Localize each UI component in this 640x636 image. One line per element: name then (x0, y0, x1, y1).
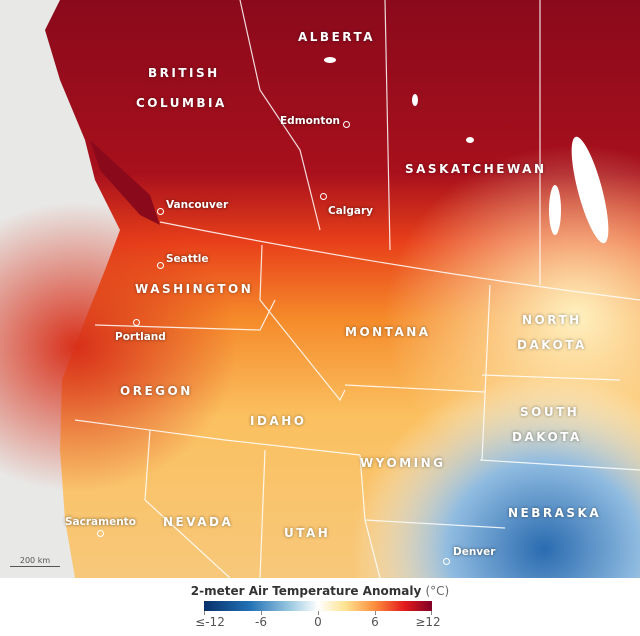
nv-ut-border (259, 449, 266, 578)
temperature-anomaly-map: ALBERTA BRITISH COLUMBIA SASKATCHEWAN WA… (0, 0, 640, 578)
city-marker-denver (443, 558, 450, 565)
cold-anomaly-zone (0, 0, 640, 578)
borders (74, 0, 640, 578)
tick-label: ≥12 (415, 615, 441, 629)
label-utah: UTAH (284, 526, 331, 540)
label-alberta: ALBERTA (298, 30, 376, 44)
ne-border (479, 459, 640, 471)
label-saskatchewan: SASKATCHEWAN (405, 162, 547, 176)
label-columbia: COLUMBIA (136, 96, 227, 110)
tick-label: -6 (255, 615, 267, 629)
tick-mark (375, 611, 376, 615)
label-north: NORTH (522, 313, 582, 327)
city-sacramento: Sacramento (65, 516, 136, 528)
city-marker-portland (133, 319, 140, 326)
tick-label: ≤-12 (195, 615, 225, 629)
tick-mark (204, 611, 205, 615)
wy-co-border (364, 519, 506, 529)
legend-unit: (°C) (425, 584, 450, 598)
city-marker-vancouver (157, 208, 164, 215)
id-mt-border (259, 244, 346, 402)
ca-nv-border (144, 429, 231, 578)
label-wyoming: WYOMING (360, 456, 446, 470)
wa-or-border (94, 299, 276, 331)
label-british: BRITISH (148, 66, 220, 80)
legend: 2-meter Air Temperature Anomaly (°C) ≤-1… (0, 578, 640, 636)
tick-mark (318, 611, 319, 615)
color-scale-bar (204, 601, 432, 611)
label-nebraska: NEBRASKA (508, 506, 602, 520)
bc-alberta-border (239, 0, 321, 231)
mt-wy-border (344, 384, 486, 393)
city-portland: Portland (115, 331, 166, 343)
id-nv-border (224, 439, 361, 456)
map-canvas (0, 0, 640, 578)
label-washington: WASHINGTON (135, 282, 254, 296)
label-montana: MONTANA (345, 325, 431, 339)
city-marker-seattle (157, 262, 164, 269)
city-calgary: Calgary (328, 205, 374, 217)
label-oregon: OREGON (120, 384, 193, 398)
label-south: SOUTH (520, 405, 580, 419)
label-idaho: IDAHO (250, 414, 307, 428)
label-south-dakota: DAKOTA (512, 430, 582, 444)
tick-mark (261, 611, 262, 615)
us-canada-border (159, 221, 640, 301)
scale-bar: 200 km (10, 556, 60, 567)
lakes (324, 57, 609, 244)
legend-title-text: 2-meter Air Temperature Anomaly (190, 584, 422, 598)
legend-title: 2-meter Air Temperature Anomaly (°C) (0, 584, 640, 598)
label-north-dakota: DAKOTA (517, 338, 587, 352)
city-marker-sacramento (97, 530, 104, 537)
city-vancouver: Vancouver (166, 199, 229, 211)
tick-mark (431, 611, 432, 615)
tick-label: 0 (314, 615, 322, 629)
city-denver: Denver (453, 546, 496, 558)
city-marker-edmonton (343, 121, 350, 128)
city-seattle: Seattle (166, 253, 209, 265)
mt-dakota-border (481, 284, 491, 461)
vancouver-island (90, 140, 160, 225)
nd-sd-border (481, 374, 621, 381)
scale-label: 200 km (19, 556, 51, 565)
city-marker-calgary (320, 193, 327, 200)
alberta-sask-border (384, 0, 391, 251)
city-edmonton: Edmonton (280, 115, 341, 127)
scale-line (10, 566, 60, 567)
label-nevada: NEVADA (163, 515, 234, 529)
tick-label: 6 (371, 615, 379, 629)
